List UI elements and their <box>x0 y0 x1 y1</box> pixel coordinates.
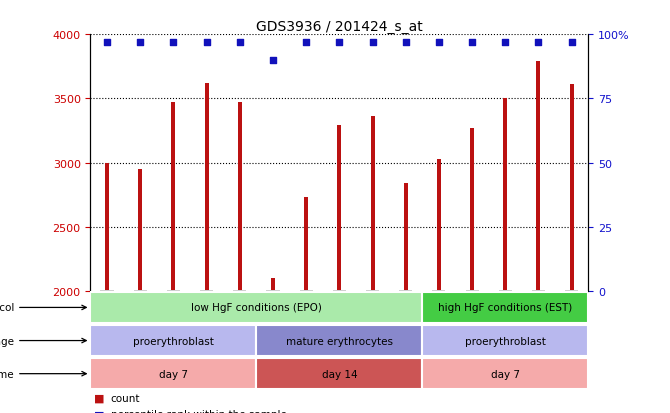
Point <box>301 40 312 46</box>
Text: proerythroblast: proerythroblast <box>465 336 546 346</box>
Text: mature erythrocytes: mature erythrocytes <box>286 336 393 346</box>
Point <box>334 40 345 46</box>
Point <box>401 40 411 46</box>
Bar <box>105 163 109 291</box>
Bar <box>422 325 588 356</box>
Point <box>533 40 544 46</box>
Text: ■: ■ <box>94 409 105 413</box>
Bar <box>470 128 474 291</box>
Bar <box>90 292 422 323</box>
Bar <box>271 278 275 291</box>
Bar <box>304 198 308 291</box>
Bar <box>537 62 541 291</box>
Point <box>267 57 278 64</box>
Bar <box>422 292 588 323</box>
Point <box>367 40 378 46</box>
Text: day 7: day 7 <box>491 369 520 379</box>
Point <box>234 40 245 46</box>
Bar <box>238 103 242 291</box>
Text: high HgF conditions (EST): high HgF conditions (EST) <box>438 303 572 313</box>
Bar <box>338 126 341 291</box>
Text: time: time <box>0 369 86 379</box>
Bar <box>422 358 588 389</box>
Bar <box>257 358 422 389</box>
Text: development stage: development stage <box>0 336 86 346</box>
Point <box>102 40 113 46</box>
Point <box>135 40 145 46</box>
Bar <box>371 117 375 291</box>
Text: day 14: day 14 <box>322 369 357 379</box>
Text: day 7: day 7 <box>159 369 188 379</box>
Text: low HgF conditions (EPO): low HgF conditions (EPO) <box>191 303 322 313</box>
Bar <box>570 85 574 291</box>
Bar <box>503 99 507 291</box>
Bar <box>138 169 142 291</box>
Text: percentile rank within the sample: percentile rank within the sample <box>111 409 287 413</box>
Text: growth protocol: growth protocol <box>0 303 86 313</box>
Point <box>566 40 577 46</box>
Bar <box>172 103 176 291</box>
Point <box>201 40 212 46</box>
Text: proerythroblast: proerythroblast <box>133 336 214 346</box>
Bar <box>90 325 257 356</box>
Bar <box>90 358 257 389</box>
Bar <box>404 184 408 291</box>
Point <box>433 40 444 46</box>
Title: GDS3936 / 201424_s_at: GDS3936 / 201424_s_at <box>256 20 423 34</box>
Text: ■: ■ <box>94 393 105 403</box>
Bar <box>437 159 441 291</box>
Point <box>467 40 478 46</box>
Bar <box>204 84 208 291</box>
Text: count: count <box>111 393 140 403</box>
Bar <box>257 325 422 356</box>
Point <box>500 40 511 46</box>
Point <box>168 40 179 46</box>
